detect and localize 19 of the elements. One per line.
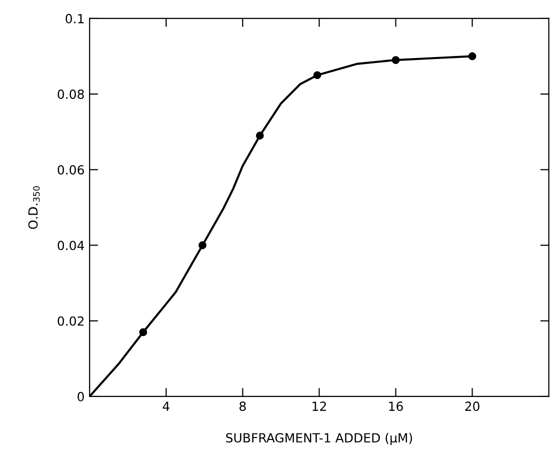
x-tick-label: 8 xyxy=(240,402,246,411)
y-axis-title: O.D.$_{350}$ xyxy=(28,186,40,229)
point xyxy=(256,132,264,140)
point xyxy=(139,328,148,336)
x-tick-label: 16 xyxy=(389,402,403,411)
x-tick-label: 12 xyxy=(312,402,326,411)
x-axis-title: SUBFRAGMENT-1 ADDED (μM) xyxy=(226,432,412,445)
point xyxy=(313,71,322,80)
x-tick-label: 20 xyxy=(465,402,480,411)
y-tick-label: 0.04 xyxy=(58,240,84,250)
x-tick-label: 4 xyxy=(162,402,170,411)
y-tick-label: 0.02 xyxy=(58,316,84,326)
point xyxy=(468,52,476,60)
y-tick-label: 0 xyxy=(78,392,84,402)
y-tick-label: 0.08 xyxy=(58,90,84,99)
point xyxy=(392,56,400,64)
point xyxy=(198,241,206,250)
y-tick-label: 0.06 xyxy=(58,165,84,175)
y-tick-label: 0.1 xyxy=(66,14,84,24)
